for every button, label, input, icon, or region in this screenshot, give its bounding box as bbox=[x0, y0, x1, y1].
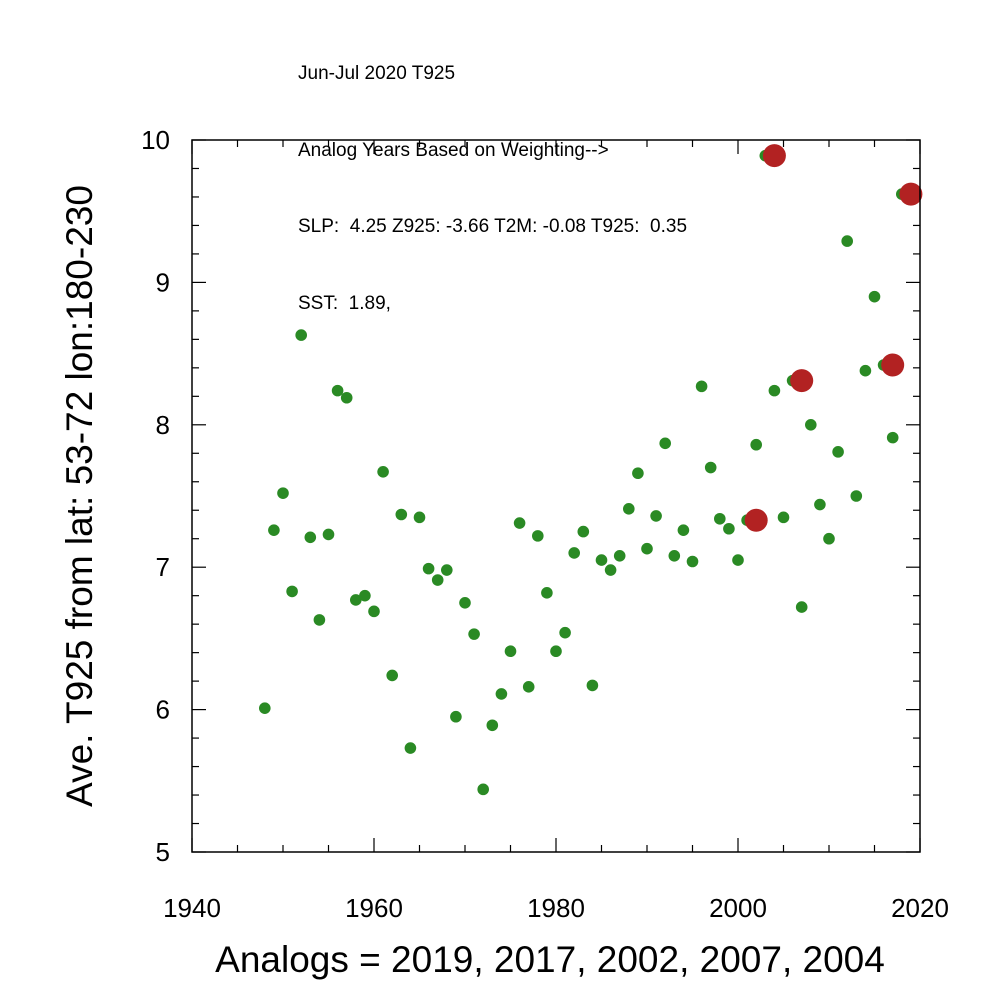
y-tick-label: 10 bbox=[141, 125, 170, 155]
data-point bbox=[368, 605, 380, 618]
data-point bbox=[650, 510, 662, 522]
data-point bbox=[413, 511, 426, 524]
data-point bbox=[359, 589, 371, 602]
data-point bbox=[322, 528, 335, 541]
data-point bbox=[586, 679, 599, 692]
data-point bbox=[623, 503, 635, 515]
data-point bbox=[641, 542, 653, 555]
tick-labels: 1940 1960 1980 2000 2020 5 6 7 8 9 10 bbox=[141, 125, 949, 923]
data-point bbox=[832, 446, 844, 458]
y-tick-label: 6 bbox=[156, 695, 170, 725]
analog-point bbox=[881, 353, 905, 377]
data-point bbox=[886, 431, 899, 444]
x-axis-title: Analogs = 2019, 2017, 2002, 2007, 2004 bbox=[215, 939, 885, 980]
data-point bbox=[422, 562, 435, 575]
data-point bbox=[304, 531, 317, 544]
data-point bbox=[532, 530, 544, 542]
data-point bbox=[677, 524, 690, 536]
data-point bbox=[477, 783, 490, 796]
data-point bbox=[750, 438, 762, 451]
data-point bbox=[541, 587, 553, 599]
data-point bbox=[604, 564, 617, 576]
data-point bbox=[814, 498, 826, 511]
data-point bbox=[632, 467, 644, 480]
data-point bbox=[286, 585, 298, 598]
data-point bbox=[350, 594, 362, 606]
data-point bbox=[823, 532, 835, 545]
data-point bbox=[613, 550, 626, 562]
data-point bbox=[377, 465, 389, 478]
y-tick-label: 5 bbox=[156, 837, 170, 867]
data-point bbox=[859, 364, 872, 377]
analog-points bbox=[744, 144, 923, 532]
data-point bbox=[504, 645, 517, 658]
data-point bbox=[431, 574, 444, 586]
data-point bbox=[259, 702, 271, 714]
data-point bbox=[805, 419, 817, 431]
data-point bbox=[268, 524, 280, 536]
x-tick-label: 1980 bbox=[527, 893, 585, 923]
data-point bbox=[668, 550, 681, 562]
data-point bbox=[295, 329, 308, 341]
data-point bbox=[850, 490, 863, 502]
x-tick-label: 2020 bbox=[891, 893, 949, 923]
analog-point bbox=[744, 508, 768, 532]
header-line-3: SLP: 4.25 Z925: -3.66 T2M: -0.08 T925: 0… bbox=[298, 216, 688, 237]
data-point bbox=[595, 554, 608, 566]
data-point bbox=[777, 511, 790, 524]
y-tick-label: 9 bbox=[156, 267, 170, 297]
data-point bbox=[768, 384, 781, 397]
chart-header: Jun-Jul 2020 T925 Analog Years Based on … bbox=[298, 10, 687, 342]
data-point bbox=[386, 669, 399, 682]
x-tick-label: 1960 bbox=[345, 893, 403, 923]
header-line-2: Analog Years Based on Weighting--> bbox=[298, 139, 609, 161]
header-line-1: Jun-Jul 2020 T925 bbox=[298, 63, 456, 84]
data-point bbox=[404, 742, 417, 754]
y-axis-title: Ave. T925 from lat: 53-72 lon:180-230 bbox=[59, 185, 100, 807]
data-point bbox=[795, 601, 808, 613]
data-point bbox=[704, 461, 717, 474]
data-point bbox=[559, 626, 571, 639]
y-tick-label: 8 bbox=[156, 410, 170, 440]
analog-point bbox=[899, 182, 923, 206]
data-point bbox=[486, 719, 499, 732]
data-point bbox=[868, 290, 881, 303]
x-tick-label: 1940 bbox=[163, 893, 221, 923]
analog-point bbox=[790, 369, 814, 393]
data-point bbox=[331, 384, 344, 397]
axis-ticks bbox=[191, 139, 921, 853]
data-point bbox=[659, 437, 671, 450]
data-point bbox=[313, 614, 326, 626]
data-point bbox=[340, 391, 353, 404]
y-tick-label: 7 bbox=[156, 552, 170, 582]
plot-frame bbox=[191, 139, 921, 853]
data-point bbox=[714, 512, 726, 525]
data-point bbox=[395, 508, 408, 521]
data-point bbox=[550, 645, 562, 658]
data-point bbox=[841, 235, 853, 247]
x-tick-label: 2000 bbox=[709, 893, 767, 923]
data-point bbox=[441, 564, 453, 576]
data-point bbox=[459, 597, 471, 609]
data-point bbox=[723, 522, 735, 535]
data-point bbox=[695, 380, 708, 393]
data-point bbox=[522, 681, 535, 693]
data-point bbox=[732, 554, 744, 566]
data-point bbox=[686, 555, 699, 568]
data-point bbox=[495, 688, 508, 700]
header-line-4: SST: 1.89, bbox=[298, 292, 391, 314]
data-point bbox=[568, 547, 580, 559]
analog-point bbox=[762, 144, 786, 168]
data-points bbox=[259, 149, 917, 796]
data-point bbox=[468, 628, 480, 640]
data-point bbox=[450, 710, 462, 723]
data-point bbox=[577, 525, 590, 538]
data-point bbox=[277, 487, 289, 499]
data-point bbox=[513, 517, 526, 529]
